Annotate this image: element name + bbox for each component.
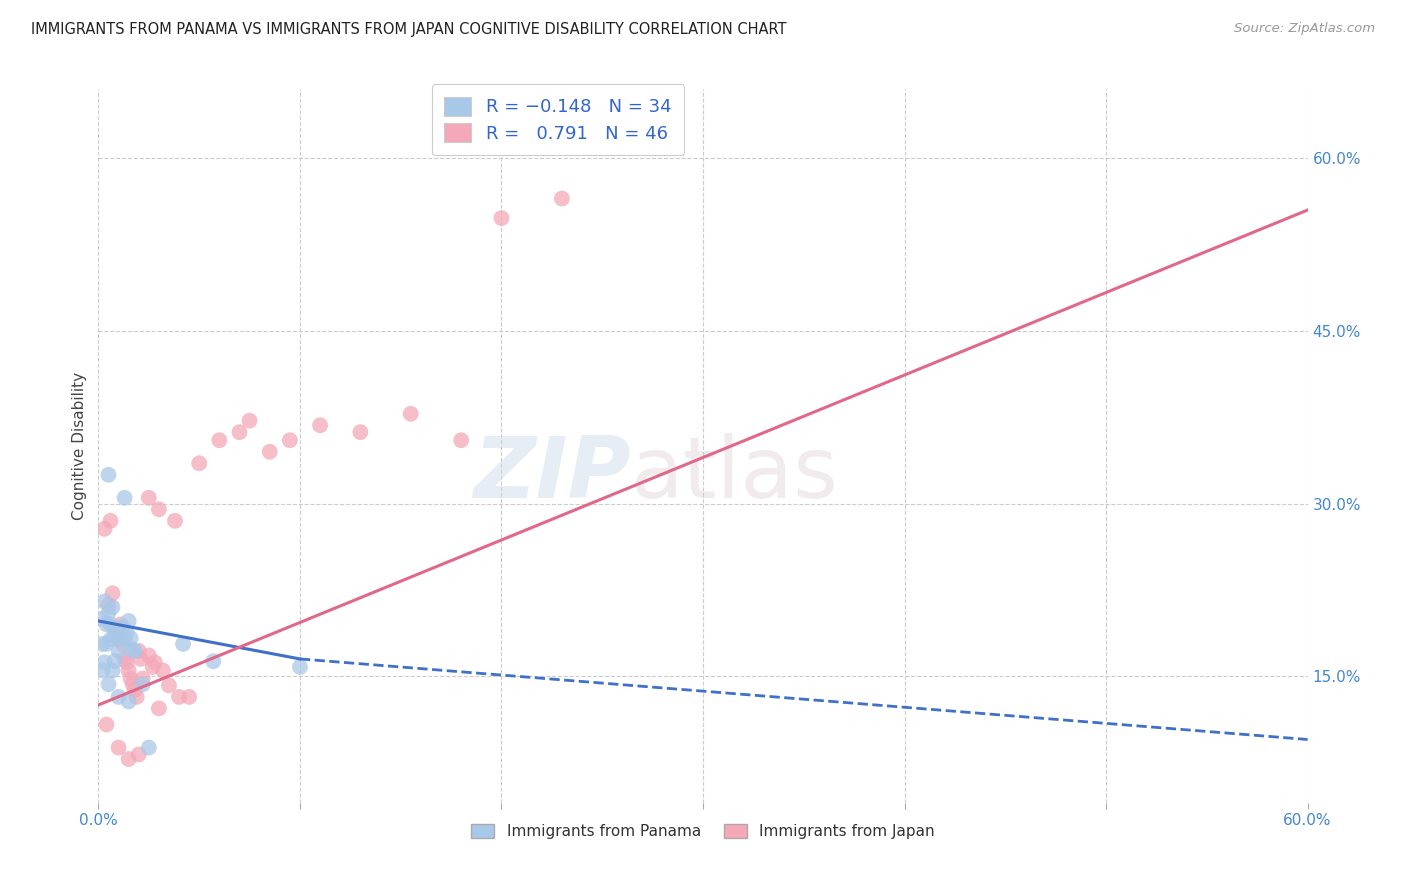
- Point: [114, 652, 136, 666]
- Point: [188, 456, 211, 470]
- Point: [118, 664, 141, 678]
- Point: [148, 701, 170, 715]
- Point: [138, 491, 160, 505]
- Point: [120, 631, 142, 645]
- Point: [129, 652, 152, 666]
- Point: [114, 632, 136, 647]
- Point: [132, 672, 155, 686]
- Point: [101, 600, 124, 615]
- Point: [93, 522, 115, 536]
- Point: [91, 637, 114, 651]
- Point: [105, 625, 128, 640]
- Point: [278, 434, 301, 448]
- Point: [91, 612, 114, 626]
- Point: [349, 425, 371, 440]
- Point: [143, 656, 166, 670]
- Text: ZIP: ZIP: [472, 433, 630, 516]
- Point: [450, 434, 472, 448]
- Point: [142, 660, 165, 674]
- Point: [239, 414, 262, 428]
- Point: [491, 211, 513, 226]
- Point: [202, 654, 225, 668]
- Point: [288, 660, 311, 674]
- Point: [128, 644, 150, 658]
- Point: [124, 644, 146, 658]
- Point: [138, 648, 160, 663]
- Point: [124, 683, 146, 698]
- Point: [107, 644, 129, 658]
- Point: [103, 629, 125, 643]
- Point: [132, 677, 155, 691]
- Text: Source: ZipAtlas.com: Source: ZipAtlas.com: [1234, 22, 1375, 36]
- Y-axis label: Cognitive Disability: Cognitive Disability: [72, 372, 87, 520]
- Point: [103, 621, 125, 635]
- Point: [179, 690, 201, 704]
- Point: [551, 192, 574, 206]
- Point: [128, 747, 150, 762]
- Point: [163, 514, 186, 528]
- Point: [114, 491, 136, 505]
- Point: [97, 598, 120, 612]
- Point: [107, 740, 129, 755]
- Point: [120, 672, 142, 686]
- Point: [101, 664, 124, 678]
- Point: [208, 434, 231, 448]
- Point: [309, 418, 332, 433]
- Point: [228, 425, 250, 440]
- Point: [157, 678, 180, 692]
- Point: [121, 677, 143, 691]
- Point: [111, 620, 134, 634]
- Point: [167, 690, 190, 704]
- Point: [97, 467, 120, 482]
- Point: [110, 617, 132, 632]
- Point: [259, 444, 281, 458]
- Point: [125, 690, 148, 704]
- Text: atlas: atlas: [630, 433, 838, 516]
- Point: [97, 606, 120, 620]
- Point: [172, 637, 194, 651]
- Point: [93, 656, 115, 670]
- Point: [107, 632, 129, 647]
- Point: [103, 654, 125, 668]
- Point: [111, 637, 134, 651]
- Point: [105, 629, 128, 643]
- Point: [100, 632, 122, 647]
- Point: [96, 617, 118, 632]
- Point: [115, 656, 138, 670]
- Point: [96, 717, 118, 731]
- Point: [97, 677, 120, 691]
- Point: [152, 664, 174, 678]
- Point: [110, 631, 132, 645]
- Point: [100, 514, 122, 528]
- Point: [100, 617, 122, 632]
- Point: [91, 664, 114, 678]
- Point: [399, 407, 422, 421]
- Legend: Immigrants from Panama, Immigrants from Japan: Immigrants from Panama, Immigrants from …: [465, 818, 941, 845]
- Point: [93, 594, 115, 608]
- Point: [118, 752, 141, 766]
- Point: [118, 694, 141, 708]
- Point: [118, 614, 141, 628]
- Point: [138, 740, 160, 755]
- Text: IMMIGRANTS FROM PANAMA VS IMMIGRANTS FROM JAPAN COGNITIVE DISABILITY CORRELATION: IMMIGRANTS FROM PANAMA VS IMMIGRANTS FRO…: [31, 22, 786, 37]
- Point: [101, 586, 124, 600]
- Point: [148, 502, 170, 516]
- Point: [96, 637, 118, 651]
- Point: [115, 625, 138, 640]
- Point: [121, 642, 143, 657]
- Point: [107, 690, 129, 704]
